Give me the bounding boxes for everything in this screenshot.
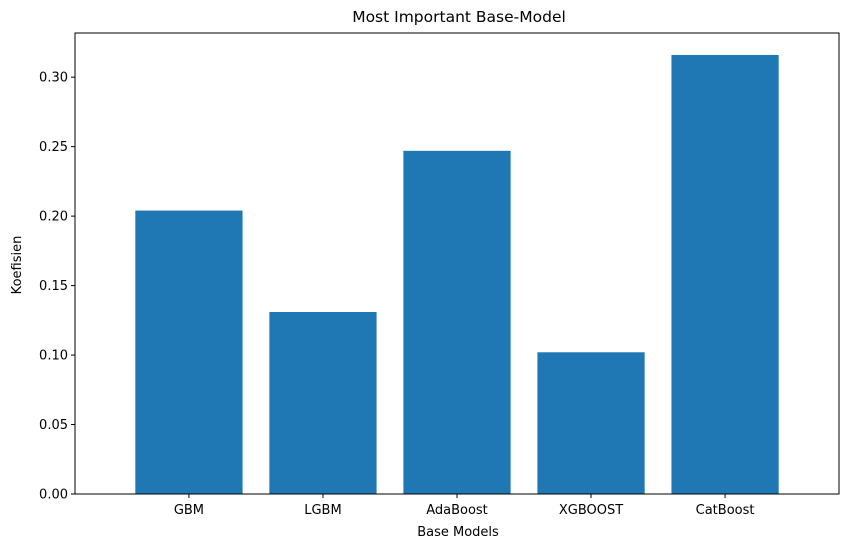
bar-adaboost [403,150,511,494]
bars-group [135,54,779,494]
bar-xgboost [537,352,645,494]
y-tick-label: 0.30 [39,71,68,86]
y-tick-label: 0.20 [39,210,68,225]
x-tick-label: CatBoost [696,503,755,518]
x-axis-ticks: GBM LGBM AdaBoost XGBOOST CatBoost [174,494,755,518]
y-axis-ticks: 0.00 0.05 0.10 0.15 0.20 0.25 0.30 [39,71,75,503]
y-tick-label: 0.05 [39,418,68,433]
x-tick-label: LGBM [304,503,341,518]
bar-lgbm [269,311,377,494]
x-axis-label: Base Models [417,525,499,540]
bar-gbm [135,210,243,494]
x-tick-label: AdaBoost [426,503,488,518]
x-tick-label: GBM [174,503,204,518]
y-tick-label: 0.00 [39,488,68,503]
chart-title: Most Important Base-Model [352,8,566,26]
x-tick-label: XGBOOST [559,503,623,518]
plot-frame [74,32,840,495]
bar-catboost [671,54,779,494]
y-tick-label: 0.10 [39,349,68,364]
y-tick-label: 0.25 [39,140,68,155]
y-axis-label: Koefisien [10,236,25,295]
y-tick-label: 0.15 [39,279,68,294]
